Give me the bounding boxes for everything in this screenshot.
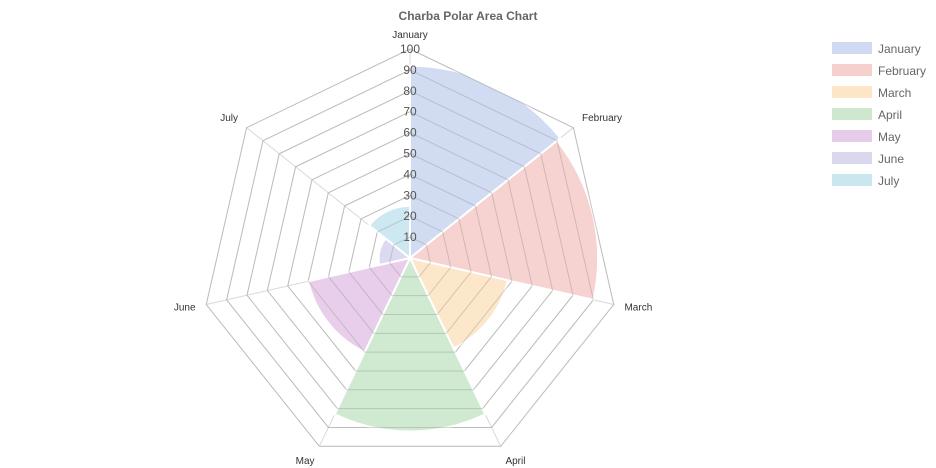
legend-swatch	[832, 86, 872, 98]
legend-swatch	[832, 64, 872, 76]
legend-item-january[interactable]: January	[832, 42, 921, 56]
sector-february[interactable]	[407, 139, 600, 302]
tick-label: 90	[403, 63, 417, 77]
tick-label: 100	[400, 42, 420, 56]
legend-label: February	[878, 64, 926, 78]
legend-item-july[interactable]: July	[832, 174, 899, 188]
grid-ring-overlay	[348, 194, 472, 315]
point-label-july: July	[220, 113, 238, 124]
grid-ring-overlay	[246, 90, 574, 410]
point-label-february: February	[582, 113, 622, 124]
point-label-june: June	[174, 302, 196, 313]
legend-label: January	[878, 42, 921, 56]
legend-label: June	[878, 152, 904, 166]
radial-ticks: 10 20 30 40 50 60 70 80 90 100	[400, 42, 420, 244]
grid-ring-overlay	[226, 69, 594, 428]
legend-item-june[interactable]: June	[832, 152, 904, 166]
legend: January February March April May June July	[832, 42, 926, 188]
point-label-january: January	[392, 30, 428, 41]
sector-may[interactable]	[306, 256, 412, 354]
grid-ring-overlay	[287, 132, 533, 372]
legend-item-march[interactable]: March	[832, 86, 911, 100]
tick-label: 60	[403, 126, 417, 140]
legend-item-may[interactable]: May	[832, 130, 901, 144]
point-label-april: April	[505, 456, 525, 467]
point-label-march: March	[624, 302, 652, 313]
grid-ring-overlay	[389, 236, 431, 278]
tick-label: 50	[403, 147, 417, 161]
sector-july[interactable]	[367, 204, 411, 261]
tick-label: 70	[403, 105, 417, 119]
tick-label: 30	[403, 188, 417, 202]
sector-march[interactable]	[408, 256, 509, 350]
legend-item-april[interactable]: April	[832, 108, 902, 122]
point-label-may: May	[296, 456, 315, 467]
legend-label: March	[878, 86, 911, 100]
legend-swatch	[832, 130, 872, 142]
tick-label: 40	[403, 167, 417, 181]
legend-label: May	[878, 130, 901, 144]
legend-label: July	[878, 174, 899, 188]
point-labels: January February March April May June July	[174, 30, 652, 467]
legend-item-february[interactable]: February	[832, 64, 926, 78]
legend-swatch	[832, 42, 872, 54]
grid-ring-overlay	[205, 48, 615, 447]
sector-april[interactable]	[333, 255, 487, 433]
grid-ring-overlay	[327, 173, 493, 334]
tick-label: 10	[403, 230, 417, 244]
grid-ring-overlay	[368, 215, 452, 297]
data-lines	[205, 48, 615, 447]
grid-ring-overlay	[266, 111, 554, 391]
grid-ring	[205, 48, 615, 447]
data-area	[306, 64, 600, 433]
legend-swatch	[832, 108, 872, 120]
legend-swatch	[832, 152, 872, 164]
legend-label: April	[878, 108, 902, 122]
tick-label: 20	[403, 209, 417, 223]
grid-ring-overlay	[307, 152, 513, 353]
chart-title: Charba Polar Area Chart	[399, 9, 538, 23]
tick-label: 80	[403, 84, 417, 98]
legend-swatch	[832, 174, 872, 186]
